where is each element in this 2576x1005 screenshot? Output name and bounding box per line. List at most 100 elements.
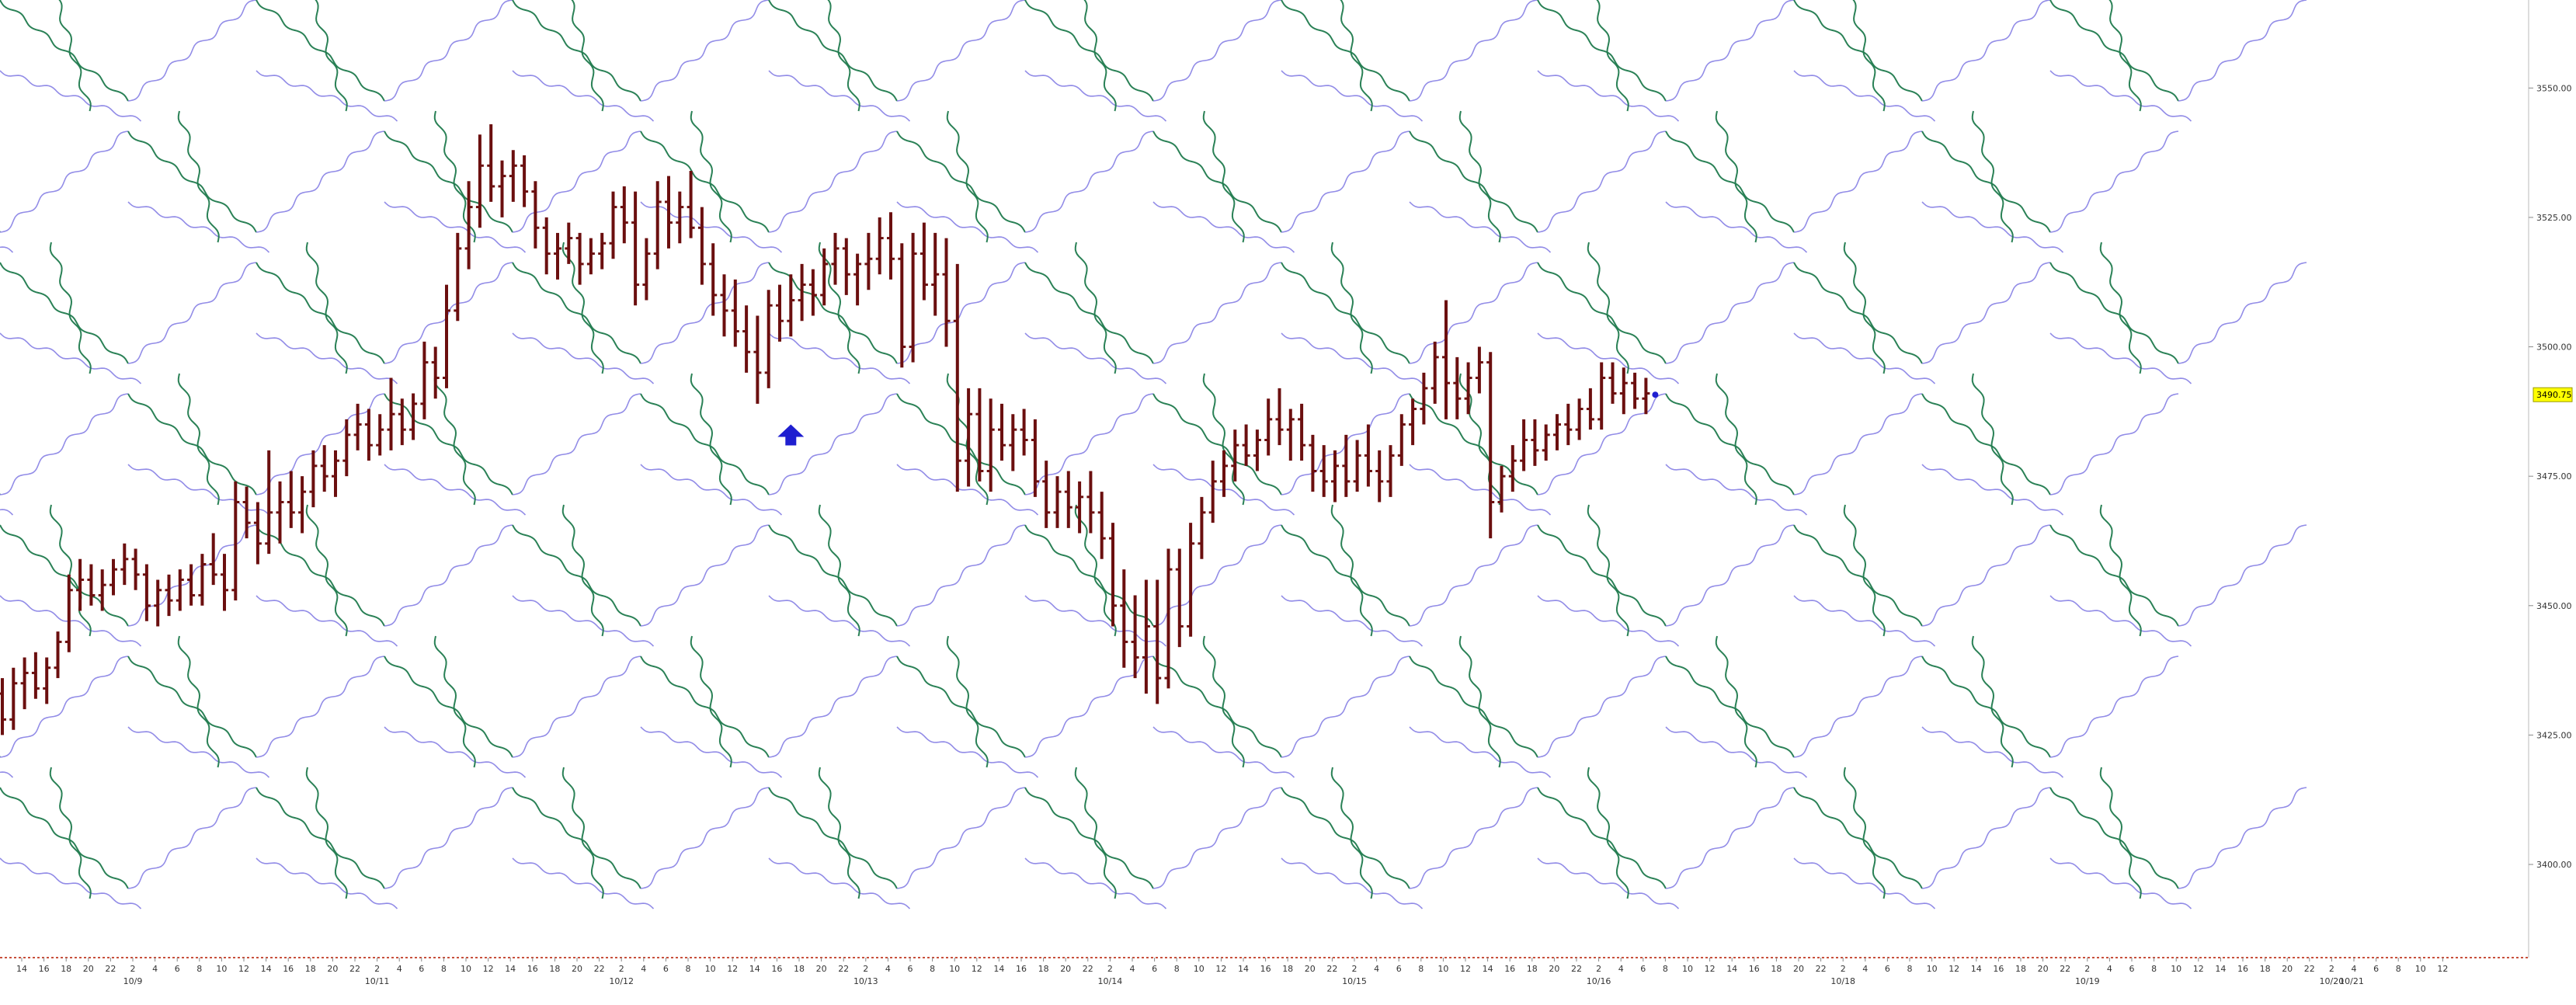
date-label: 10/15	[1342, 976, 1367, 986]
ohlc-bar	[1020, 409, 1028, 456]
pattern-line	[1793, 595, 1936, 647]
pattern-line	[1587, 504, 1629, 637]
ohlc-bar	[1631, 372, 1639, 409]
last-price-label: 3490.75	[2536, 390, 2572, 400]
hour-label: 22	[349, 964, 360, 974]
time-axis: 14 16 18 20 22 2 4 6 8 10 12 14 16 18 20 22 2 4 6 8 10 12 14 16…	[0, 957, 2529, 986]
pattern-line	[1152, 656, 1282, 758]
pattern-line	[1921, 393, 2051, 496]
pattern-line	[384, 787, 513, 889]
pattern-line	[0, 787, 129, 889]
pattern-line	[896, 656, 1026, 758]
hour-label: 18	[794, 964, 805, 974]
hour-label: 10	[1682, 964, 1693, 974]
pattern-line	[640, 393, 770, 496]
pattern-line	[2049, 524, 2179, 627]
pattern-line	[127, 393, 257, 496]
ohlc-bar	[1208, 461, 1217, 523]
hour-label: 6	[663, 964, 669, 974]
pattern-line	[2178, 787, 2307, 889]
ohlc-bar	[54, 631, 62, 679]
ohlc-bar	[920, 222, 928, 301]
hour-label: 16	[1016, 964, 1027, 974]
ohlc-bar	[898, 243, 906, 368]
hour-label: 14	[505, 964, 516, 974]
pattern-line	[1152, 393, 1282, 496]
hour-label: 8	[196, 964, 202, 974]
pattern-line	[384, 656, 513, 758]
pattern-line	[384, 726, 527, 778]
hour-label: 12	[1949, 964, 1959, 974]
pattern-line	[640, 656, 770, 758]
pattern-line	[1537, 130, 1667, 233]
hour-label: 20	[1060, 964, 1071, 974]
pattern-line	[690, 110, 732, 243]
ohlc-bar	[176, 569, 184, 611]
pattern-line	[946, 635, 989, 768]
pattern-line	[818, 504, 860, 637]
pattern-line	[1340, 0, 1373, 112]
hour-label: 2	[374, 964, 380, 974]
pattern-line	[1537, 0, 1667, 102]
pattern-line	[1665, 0, 1795, 102]
pattern-line	[0, 393, 129, 496]
pattern-line	[1409, 787, 1538, 889]
pattern-line	[2049, 595, 2192, 647]
pattern-line	[127, 130, 257, 233]
hour-label: 20	[2282, 964, 2293, 974]
pattern-line	[1537, 332, 1680, 384]
ohlc-bar	[1386, 445, 1395, 497]
ohlc-bar	[276, 481, 284, 544]
date-label: 10/9	[123, 976, 143, 986]
ohlc-bar	[1353, 440, 1361, 492]
pattern-line	[1793, 857, 1936, 909]
pattern-line	[1793, 130, 1923, 233]
pattern-line	[512, 393, 641, 496]
date-label: 10/19	[2075, 976, 2100, 986]
pattern-line	[512, 262, 641, 364]
pattern-line	[640, 787, 770, 889]
pattern-line	[384, 130, 513, 233]
ohlc-bar	[43, 657, 51, 704]
hour-label: 6	[2373, 964, 2379, 974]
ohlc-bar	[542, 217, 551, 275]
hour-label: 10	[461, 964, 471, 974]
ohlc-bar	[1086, 471, 1095, 534]
ohlc-bar	[376, 414, 384, 456]
hour-label: 20	[1793, 964, 1804, 974]
pattern-line	[1921, 726, 2064, 778]
ohlc-bar	[1286, 409, 1295, 461]
pattern-line	[1281, 130, 1410, 233]
pattern-line	[1409, 393, 1538, 496]
hour-label: 18	[1771, 964, 1782, 974]
pattern-line	[818, 767, 860, 899]
pattern-line	[256, 332, 398, 384]
pattern-line	[1665, 262, 1795, 364]
ohlc-bar	[1298, 403, 1306, 461]
pattern-line	[1409, 464, 1552, 516]
ohlc-bar	[431, 346, 440, 399]
ohlc-bar	[64, 574, 73, 652]
ohlc-bar	[731, 279, 739, 347]
pattern-line	[1793, 524, 1923, 627]
ohlc-bar	[1064, 471, 1072, 528]
hour-label: 18	[1527, 964, 1538, 974]
pattern-line	[1665, 201, 1808, 253]
hour-label: 6	[1640, 964, 1646, 974]
ohlc-bar	[287, 471, 295, 528]
pattern-line	[2178, 262, 2307, 364]
pattern-line	[1843, 767, 1886, 899]
ohlc-bar	[198, 554, 207, 606]
ohlc-bar	[1553, 414, 1561, 450]
pattern-line	[1409, 262, 1538, 364]
hour-label: 8	[1907, 964, 1913, 974]
hour-label: 10	[705, 964, 716, 974]
hour-label: 22	[2060, 964, 2070, 974]
ohlc-bar	[820, 248, 829, 306]
ohlc-bar	[131, 548, 140, 590]
hour-label: 2	[1841, 964, 1846, 974]
pattern-line	[1281, 262, 1410, 364]
hour-label: 18	[1038, 964, 1049, 974]
